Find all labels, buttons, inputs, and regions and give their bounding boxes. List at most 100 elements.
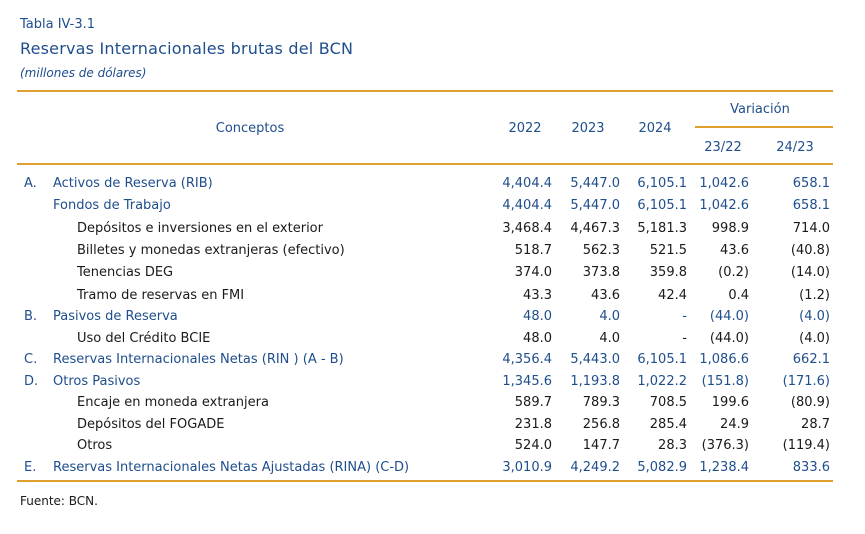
row-value: (1.2) bbox=[799, 288, 830, 303]
row-value: 5,181.3 bbox=[637, 221, 687, 236]
header-bottom-rule bbox=[17, 163, 833, 165]
row-value: 562.3 bbox=[582, 243, 620, 258]
row-value: 199.6 bbox=[711, 395, 749, 410]
header-year-2023: 2023 bbox=[571, 121, 605, 136]
row-value: 42.4 bbox=[658, 288, 687, 303]
header-year-2024: 2024 bbox=[638, 121, 672, 136]
row-value: (40.8) bbox=[790, 243, 830, 258]
row-label: Activos de Reserva (RIB) bbox=[53, 176, 213, 191]
table-subtitle: (millones de dólares) bbox=[20, 66, 147, 80]
row-value: 5,082.9 bbox=[637, 460, 687, 475]
row-value: 147.7 bbox=[582, 438, 620, 453]
row-value: 998.9 bbox=[711, 221, 749, 236]
row-value: 256.8 bbox=[582, 417, 620, 432]
table-row: A. Activos de Reserva (RIB) 4,404.4 5,447.0… bbox=[0, 176, 865, 197]
row-label: Depósitos del FOGADE bbox=[77, 417, 225, 432]
row-value: 48.0 bbox=[523, 309, 552, 324]
table-title: Reservas Internacionales brutas del BCN bbox=[20, 39, 354, 58]
header-variation-24-23: 24/23 bbox=[776, 140, 814, 155]
header-year-2022: 2022 bbox=[508, 121, 542, 136]
table-row: Depósitos e inversiones en el exterior 3,… bbox=[0, 221, 865, 242]
row-value: 43.3 bbox=[523, 288, 552, 303]
row-letter: D. bbox=[24, 374, 39, 389]
row-value: 714.0 bbox=[792, 221, 830, 236]
header-variation-23-22: 23/22 bbox=[704, 140, 742, 155]
row-label: Reservas Internacionales Netas Ajustadas… bbox=[53, 460, 410, 475]
row-value: 658.1 bbox=[792, 198, 830, 213]
row-label: Encaje en moneda extranjera bbox=[77, 395, 269, 410]
header-variation: Variación bbox=[730, 102, 790, 117]
row-value: (44.0) bbox=[709, 331, 749, 346]
row-label: Billetes y monedas extranjeras (efectivo… bbox=[77, 243, 345, 258]
table-label: Tabla IV-3.1 bbox=[20, 17, 96, 32]
row-value: (376.3) bbox=[701, 438, 749, 453]
variation-rule bbox=[695, 126, 833, 128]
row-value: 24.9 bbox=[720, 417, 749, 432]
top-rule bbox=[17, 90, 833, 92]
row-value: 4,404.4 bbox=[502, 198, 552, 213]
header-concepts: Conceptos bbox=[215, 121, 285, 136]
row-value: 43.6 bbox=[591, 288, 620, 303]
table-row: C. Reservas Internacionales Netas (RIN ) … bbox=[0, 352, 865, 373]
row-value: 373.8 bbox=[582, 265, 620, 280]
source-note: Fuente: BCN. bbox=[20, 494, 98, 508]
row-value: 1,193.8 bbox=[570, 374, 620, 389]
table-row: D. Otros Pasivos 1,345.6 1,193.8 1,022.2 (151… bbox=[0, 374, 865, 395]
row-value: 285.4 bbox=[649, 417, 687, 432]
row-value: 5,447.0 bbox=[570, 176, 620, 191]
row-value: 4,404.4 bbox=[502, 176, 552, 191]
row-value: 4,249.2 bbox=[570, 460, 620, 475]
row-value: (14.0) bbox=[790, 265, 830, 280]
row-value: 6,105.1 bbox=[637, 352, 687, 367]
row-label: Otros Pasivos bbox=[53, 374, 141, 389]
row-value: 1,042.6 bbox=[699, 176, 749, 191]
row-letter: E. bbox=[24, 460, 37, 475]
row-value: 789.3 bbox=[582, 395, 620, 410]
row-value: (151.8) bbox=[701, 374, 749, 389]
table-row: Encaje en moneda extranjera 589.7 789.3 708… bbox=[0, 395, 865, 416]
row-value: - bbox=[682, 331, 687, 346]
row-value: 662.1 bbox=[792, 352, 830, 367]
bottom-rule bbox=[17, 480, 833, 482]
row-letter: C. bbox=[24, 352, 38, 367]
table-row: Fondos de Trabajo 4,404.4 5,447.0 6,105.1 1,… bbox=[0, 198, 865, 219]
row-value: 28.3 bbox=[658, 438, 687, 453]
row-label: Depósitos e inversiones en el exterior bbox=[77, 221, 323, 236]
row-value: (4.0) bbox=[799, 331, 830, 346]
row-value: 359.8 bbox=[649, 265, 687, 280]
row-label: Otros bbox=[77, 438, 113, 453]
row-value: 0.4 bbox=[728, 288, 749, 303]
table-row: B. Pasivos de Reserva 48.0 4.0 - (44.0) (4.0) bbox=[0, 309, 865, 330]
row-value: (4.0) bbox=[799, 309, 830, 324]
row-value: 521.5 bbox=[649, 243, 687, 258]
row-value: 1,345.6 bbox=[502, 374, 552, 389]
row-label: Uso del Crédito BCIE bbox=[77, 331, 211, 346]
row-value: 6,105.1 bbox=[637, 198, 687, 213]
row-value: 1,042.6 bbox=[699, 198, 749, 213]
table-row: Otros 524.0 147.7 28.3 (376.3) (119.4) bbox=[0, 438, 865, 459]
row-value: 708.5 bbox=[649, 395, 687, 410]
row-label: Fondos de Trabajo bbox=[53, 198, 171, 213]
row-value: - bbox=[682, 309, 687, 324]
row-label: Tramo de reservas en FMI bbox=[77, 288, 245, 303]
row-value: 5,443.0 bbox=[570, 352, 620, 367]
row-label: Tenencias DEG bbox=[77, 265, 174, 280]
table-row: Tenencias DEG 374.0 373.8 359.8 (0.2) (14.0) bbox=[0, 265, 865, 286]
row-label: Pasivos de Reserva bbox=[53, 309, 178, 324]
table-row: Uso del Crédito BCIE 48.0 4.0 - (44.0) (4.0) bbox=[0, 331, 865, 352]
row-value: 5,447.0 bbox=[570, 198, 620, 213]
row-value: 374.0 bbox=[514, 265, 552, 280]
row-value: 4,467.3 bbox=[570, 221, 620, 236]
row-value: (80.9) bbox=[790, 395, 830, 410]
row-value: 1,238.4 bbox=[699, 460, 749, 475]
row-value: 3,010.9 bbox=[502, 460, 552, 475]
row-label: Reservas Internacionales Netas (RIN ) (A… bbox=[53, 352, 344, 367]
row-value: (0.2) bbox=[718, 265, 749, 280]
row-value: 658.1 bbox=[792, 176, 830, 191]
row-value: 1,086.6 bbox=[699, 352, 749, 367]
row-value: 589.7 bbox=[514, 395, 552, 410]
row-value: 524.0 bbox=[514, 438, 552, 453]
table-row: Billetes y monedas extranjeras (efectivo… bbox=[0, 243, 865, 264]
row-value: 4.0 bbox=[599, 309, 620, 324]
row-value: 6,105.1 bbox=[637, 176, 687, 191]
